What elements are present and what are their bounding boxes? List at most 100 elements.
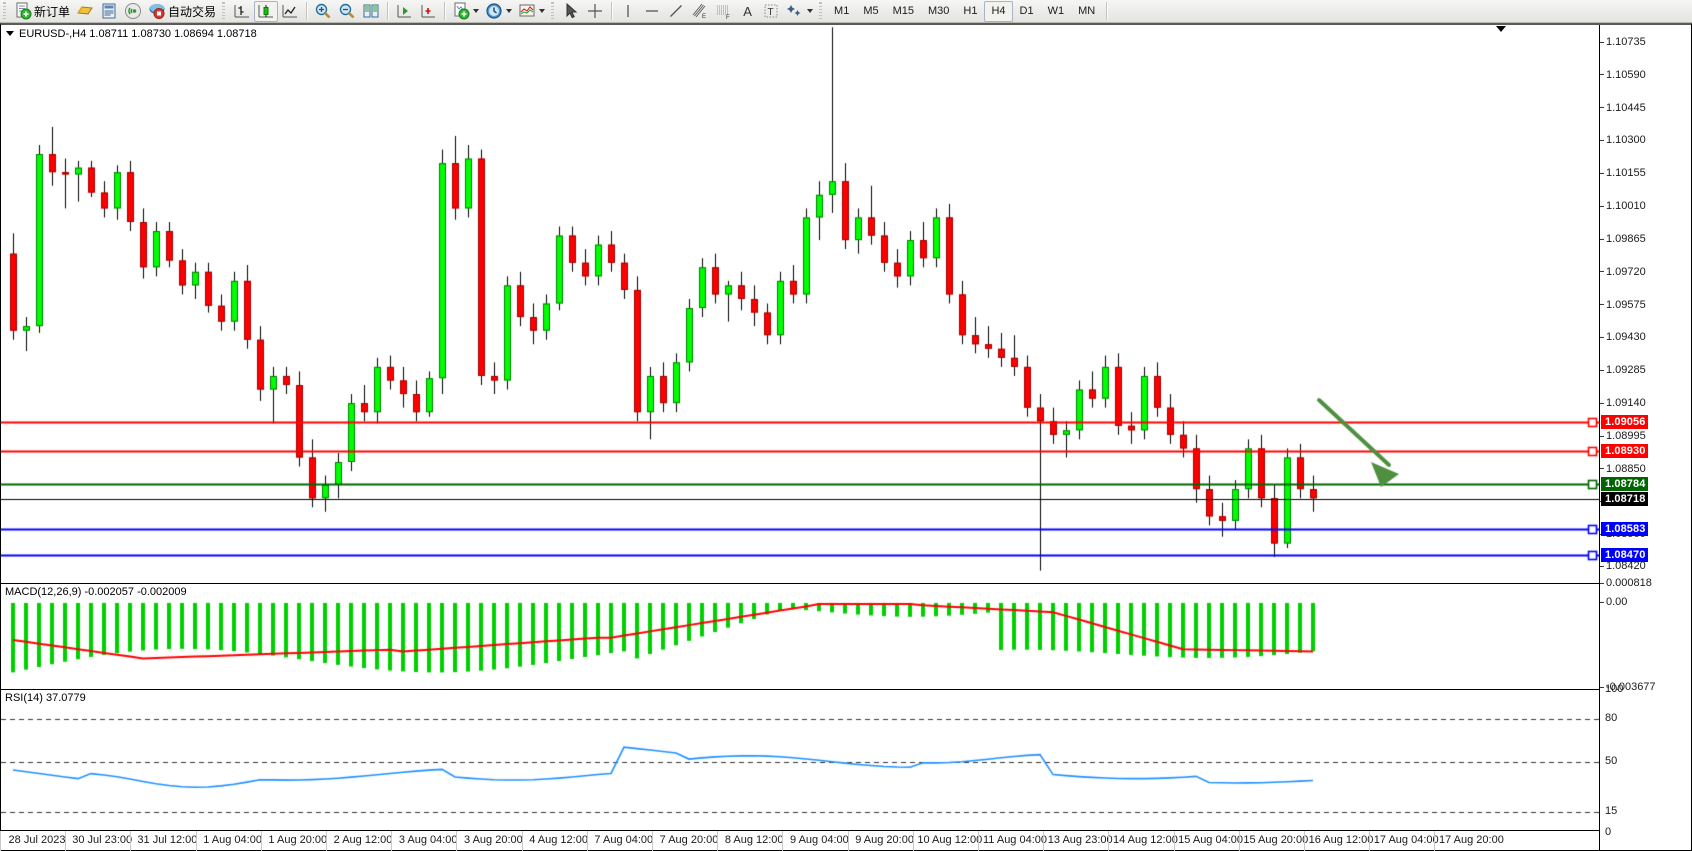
templates-dropdown-caret[interactable] — [539, 9, 546, 13]
rsi-pane[interactable]: RSI(14) 37.0779 — [1, 689, 1601, 833]
time-axis-tick: 31 Jul 12:00 — [137, 834, 198, 846]
text-label-button[interactable]: T — [759, 1, 783, 22]
period-d1-button[interactable]: D1 — [1019, 5, 1034, 17]
cursor-arrow-icon — [566, 2, 578, 19]
price-canvas[interactable] — [1, 25, 1601, 582]
period-dropdown-caret[interactable] — [506, 9, 513, 13]
horizontal-line-button[interactable] — [640, 1, 664, 22]
price-level-label-resistance[interactable]: 1.08930 — [1601, 443, 1649, 458]
macd-axis-tick: 0.00 — [1600, 596, 1627, 608]
price-axis-tick: 1.09720 — [1600, 266, 1646, 278]
price-pane[interactable] — [1, 25, 1601, 582]
trendline-button[interactable] — [664, 1, 688, 22]
time-axis-tick: 8 Aug 12:00 — [724, 834, 784, 846]
arrows-button[interactable] — [783, 1, 816, 22]
chart-shift-icon — [421, 5, 436, 18]
equidistant-channel-button[interactable]: E — [688, 1, 712, 22]
fibonacci-button[interactable]: F — [712, 1, 736, 22]
time-scale[interactable]: 28 Jul 2023 30 Jul 23:00 31 Jul 12:00 1 Aug… — [0, 830, 1601, 851]
crosshair-icon — [588, 4, 603, 18]
price-level-label-target[interactable]: 1.08470 — [1601, 547, 1649, 562]
toolbar-separator-2 — [387, 2, 389, 20]
tile-windows-button[interactable] — [359, 1, 383, 22]
auto-trading-button[interactable]: 自动交易 — [145, 1, 219, 22]
price-level-label-support[interactable]: 1.08784 — [1601, 476, 1649, 491]
toolbar-separator-1 — [306, 2, 308, 20]
toolbar-grip-3[interactable] — [550, 1, 558, 21]
price-axis-tick: 1.08995 — [1600, 430, 1646, 442]
rsi-canvas[interactable] — [1, 690, 1601, 833]
macd-canvas[interactable] — [1, 584, 1601, 688]
period-h4-button[interactable]: H4 — [984, 0, 1013, 22]
chart-menu-caret-icon[interactable] — [6, 31, 14, 36]
chart-window[interactable]: EURUSD-,H4 1.08711 1.08730 1.08694 1.087… — [0, 23, 1692, 851]
price-level-label-resistance[interactable]: 1.09056 — [1601, 415, 1649, 430]
candlestick-chart-button[interactable] — [254, 0, 279, 22]
time-axis-tick: 2 Aug 12:00 — [333, 834, 393, 846]
time-axis-separator — [521, 831, 523, 851]
price-level-label-target[interactable]: 1.08583 — [1601, 522, 1649, 537]
bar-chart-button[interactable] — [230, 1, 254, 22]
period-h1-button[interactable]: H1 — [963, 5, 978, 17]
zoom-out-button[interactable] — [335, 1, 359, 22]
chart-collapse-caret-icon[interactable] — [1496, 26, 1506, 32]
period-w1-button[interactable]: W1 — [1047, 5, 1065, 17]
toolbar-grip-2[interactable] — [221, 1, 229, 21]
time-axis-separator — [1108, 831, 1110, 851]
vertical-line-button[interactable] — [616, 1, 640, 22]
line-chart-button[interactable] — [278, 1, 302, 22]
new-chart-button[interactable] — [449, 1, 482, 22]
tile-windows-icon — [363, 4, 379, 18]
templates-button[interactable] — [515, 1, 548, 22]
chart-shift-button[interactable] — [416, 1, 440, 22]
time-axis-separator — [0, 831, 1, 851]
time-axis-separator — [1434, 831, 1436, 851]
rsi-axis-tick: 80 — [1605, 711, 1618, 724]
market-watch-button[interactable] — [97, 1, 121, 22]
price-axis-tick: 1.09575 — [1600, 299, 1646, 311]
macd-axis-tick: -0.003677 — [1600, 681, 1656, 693]
signals-button[interactable] — [121, 1, 145, 22]
auto-scroll-button[interactable] — [392, 1, 416, 22]
horizontal-line-icon — [646, 10, 659, 12]
time-axis-tick: 11 Aug 04:00 — [982, 834, 1048, 846]
arrows-dropdown-caret[interactable] — [807, 9, 814, 13]
auto-scroll-icon — [397, 5, 412, 18]
rsi-label: RSI(14) 37.0779 — [5, 692, 86, 704]
price-axis-tick: 1.09285 — [1600, 364, 1646, 376]
zoom-in-icon — [315, 3, 331, 19]
cursor-button[interactable] — [559, 1, 583, 22]
time-axis-separator — [586, 831, 588, 851]
price-scale[interactable]: 1.10735 1.10590 1.10445 1.10300 1.10155 1.100… — [1599, 25, 1691, 850]
crosshair-button[interactable] — [583, 1, 607, 22]
time-axis-separator — [391, 831, 393, 851]
time-axis-separator — [130, 831, 132, 851]
time-axis-separator — [652, 831, 653, 851]
rsi-axis-tick: 15 — [1605, 804, 1618, 817]
period-m30-button[interactable]: M30 — [928, 5, 950, 17]
period-mn-button[interactable]: MN — [1078, 5, 1096, 17]
zoom-in-button[interactable] — [311, 1, 335, 22]
main-toolbar: 新订单 — [0, 0, 1692, 23]
period-m5-button[interactable]: M5 — [863, 5, 879, 17]
time-axis-tick: 17 Aug 04:00 — [1373, 834, 1439, 846]
clock-icon — [486, 3, 502, 19]
toolbar-grip-4[interactable] — [818, 1, 826, 21]
period-m1-button[interactable]: M1 — [834, 5, 850, 17]
price-level-label-current-price[interactable]: 1.08718 — [1601, 491, 1649, 506]
time-axis-tick: 9 Aug 04:00 — [790, 834, 849, 846]
period-button[interactable] — [482, 1, 515, 22]
macd-pane[interactable]: MACD(12,26,9) -0.002057 -0.002009 — [1, 583, 1601, 688]
new-chart-dropdown-caret[interactable] — [473, 9, 480, 13]
time-axis-separator — [912, 831, 914, 851]
period-m15-button[interactable]: M15 — [892, 5, 914, 17]
text-button[interactable]: A — [736, 1, 759, 22]
toolbar-grip[interactable] — [2, 1, 9, 21]
rsi-axis-tick: 0 — [1605, 826, 1612, 839]
terminal-button[interactable] — [73, 1, 97, 22]
new-order-button[interactable]: 新订单 — [11, 1, 73, 22]
trendline-icon — [670, 5, 682, 17]
vertical-line-icon — [627, 5, 629, 17]
text-label-icon: T — [764, 4, 778, 18]
time-axis-tick: 30 Jul 23:00 — [72, 834, 133, 846]
